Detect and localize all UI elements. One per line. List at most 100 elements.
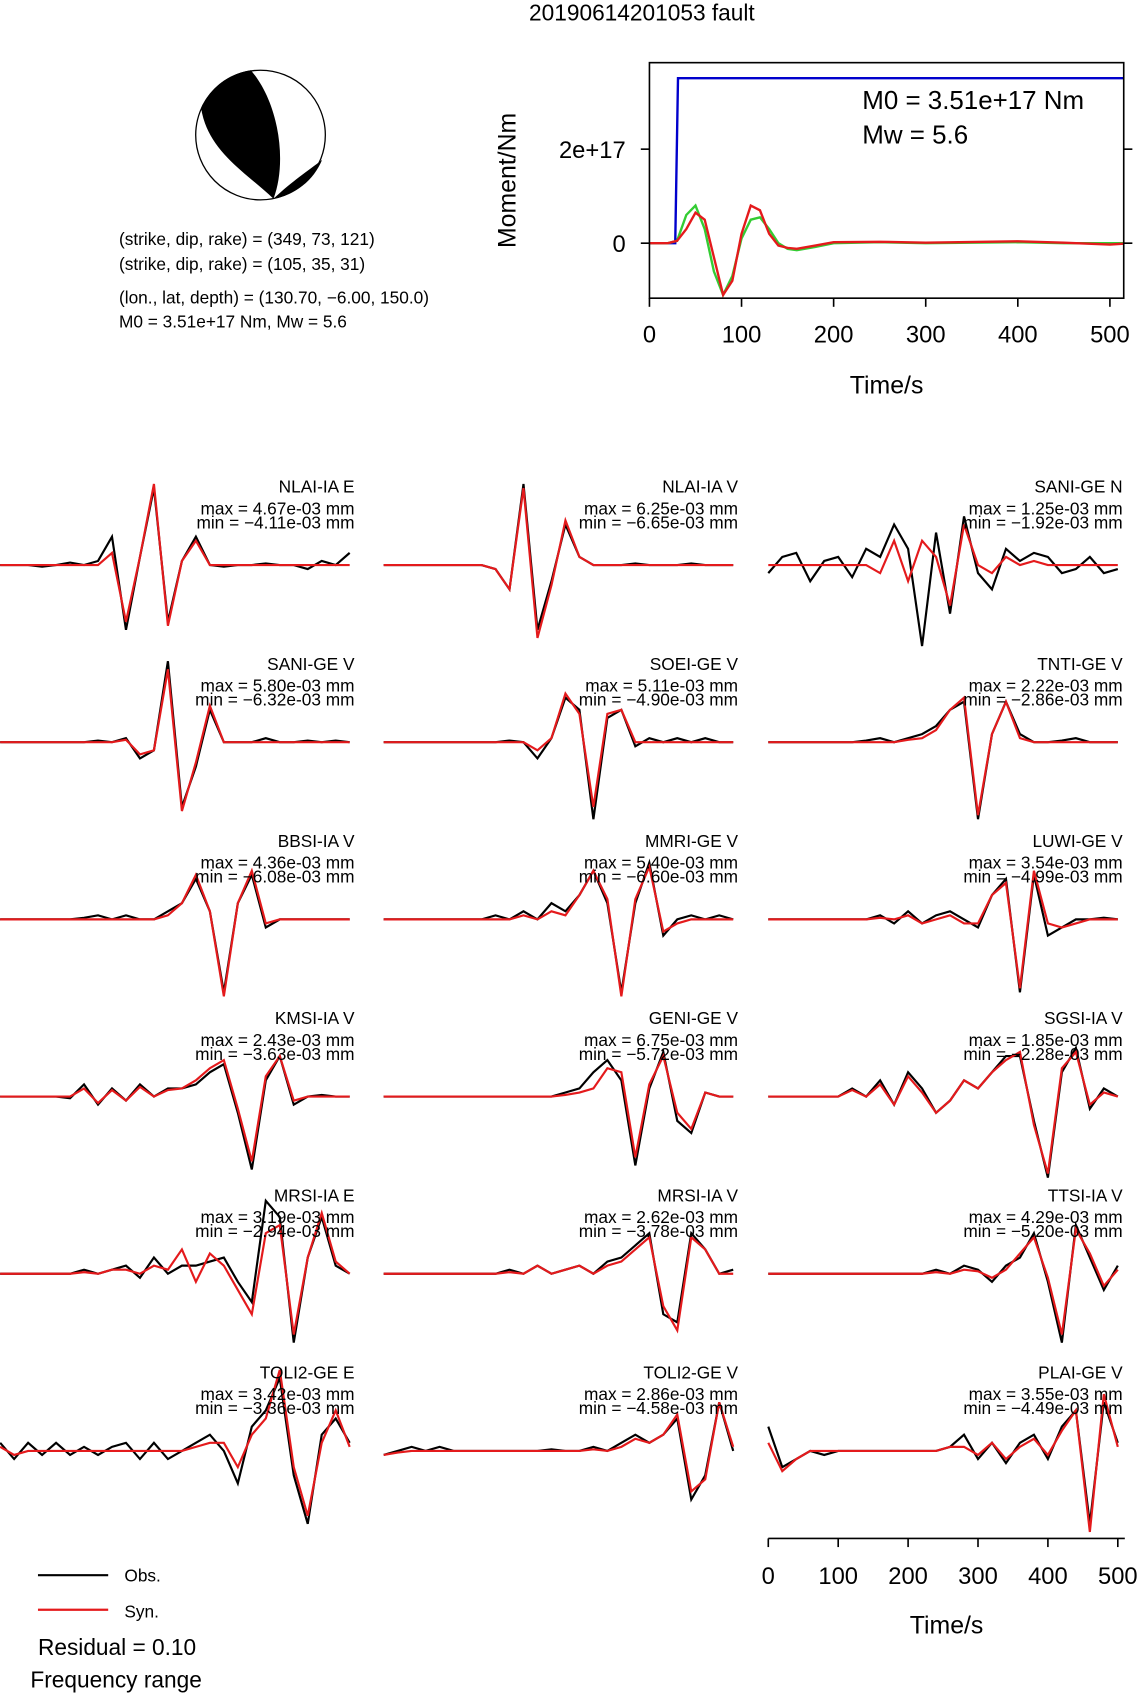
frequency-range: Frequency range — [30, 1667, 201, 1693]
station-label: MMRI-GE V — [645, 831, 739, 851]
min-label: min = −5.20e-03 mm — [963, 1221, 1122, 1241]
x-tick-label: 200 — [814, 321, 854, 348]
obs-trace — [767, 516, 1119, 647]
obs-trace — [383, 1048, 734, 1166]
x-tick-label: 300 — [958, 1563, 998, 1590]
x-tick-label: 300 — [906, 321, 946, 348]
obs-trace — [768, 1221, 1119, 1343]
min-label: min = −2.86e-03 mm — [963, 689, 1122, 709]
syn-trace — [768, 1049, 1119, 1174]
syn-trace — [0, 669, 350, 812]
min-label: min = −4.49e-03 mm — [963, 1398, 1122, 1418]
obs-trace — [768, 1045, 1119, 1178]
x-tick-label: 400 — [998, 321, 1038, 348]
station-label: PLAI-GE V — [1038, 1363, 1123, 1383]
max-label: max = 4.36e-03 mm — [200, 853, 354, 873]
station-label: SANI-GE V — [267, 654, 355, 674]
x-tick-label: 500 — [1090, 321, 1130, 348]
syn-trace — [383, 863, 734, 997]
syn-trace — [383, 487, 734, 639]
x-tick-label: 500 — [1098, 1563, 1138, 1590]
min-label: min = −4.58e-03 mm — [579, 1398, 738, 1418]
x-tick-label: 100 — [722, 321, 762, 348]
x-axis-label: Time/s — [850, 372, 924, 399]
x-tick-label: 0 — [762, 1563, 775, 1590]
min-label: min = −6.32e-03 mm — [195, 689, 354, 709]
x-tick-label: 0 — [643, 321, 656, 348]
station-label: SGSI-IA V — [1044, 1008, 1123, 1028]
station-label: TTSI-IA V — [1048, 1185, 1123, 1205]
max-label: max = 2.62e-03 mm — [584, 1207, 738, 1227]
focal-text: (lon., lat, depth) = (130.70, −6.00, 150… — [119, 288, 429, 308]
syn-trace — [383, 1401, 735, 1494]
min-label: min = −6.65e-03 mm — [579, 512, 738, 532]
min-label: min = −6.60e-03 mm — [579, 867, 738, 887]
obs-trace — [767, 1401, 1119, 1524]
obs-trace — [768, 874, 1118, 993]
figure-title: 20190614201053 fault — [529, 0, 755, 26]
x-tick-label: 400 — [1028, 1563, 1068, 1590]
syn-trace — [0, 1053, 350, 1162]
min-label: min = −4.90e-03 mm — [579, 689, 738, 709]
max-label: max = 6.75e-03 mm — [584, 1030, 738, 1050]
max-label: max = 2.43e-03 mm — [200, 1030, 354, 1050]
syn-trace — [383, 1235, 734, 1334]
syn-trace — [0, 1369, 351, 1517]
min-label: min = −6.08e-03 mm — [195, 867, 354, 887]
min-label: min = −2.94e-03 mm — [195, 1221, 354, 1241]
station-label: LUWI-GE V — [1032, 831, 1123, 851]
station-label: TOLI2-GE V — [643, 1363, 738, 1383]
station-label: SOEI-GE V — [650, 654, 739, 674]
annotation: Mw = 5.6 — [862, 122, 968, 150]
y-axis-label: Moment/Nm — [494, 113, 521, 248]
moment-line — [649, 203, 1124, 298]
max-label: max = 5.11e-03 mm — [585, 675, 738, 695]
min-label: min = −4.99e-03 mm — [963, 867, 1122, 887]
max-label: max = 4.29e-03 mm — [969, 1207, 1123, 1227]
max-label: max = 2.22e-03 mm — [969, 675, 1123, 695]
syn-trace — [0, 1209, 351, 1335]
max-label: max = 5.80e-03 mm — [200, 675, 354, 695]
station-label: MRSI-IA V — [657, 1185, 738, 1205]
max-label: max = 5.40e-03 mm — [584, 853, 738, 873]
min-label: min = −1.92e-03 mm — [963, 512, 1122, 532]
station-label: TOLI2-GE E — [260, 1363, 355, 1383]
max-label: max = 3.55e-03 mm — [969, 1384, 1123, 1404]
max-label: max = 6.25e-03 mm — [584, 498, 738, 518]
obs-trace — [0, 1374, 351, 1525]
focal-text: (strike, dip, rake) = (105, 35, 31) — [119, 254, 365, 274]
syn-trace — [768, 524, 1118, 606]
max-label: max = 4.67e-03 mm — [200, 498, 354, 518]
syn-trace — [383, 1052, 734, 1158]
max-label: max = 1.85e-03 mm — [969, 1030, 1123, 1050]
max-label: max = 1.25e-03 mm — [969, 498, 1123, 518]
station-label: GENI-GE V — [649, 1008, 739, 1028]
min-label: min = −2.28e-03 mm — [963, 1044, 1122, 1064]
syn-trace — [767, 1393, 1119, 1533]
syn-trace — [768, 870, 1118, 989]
station-label: TNTI-GE V — [1037, 654, 1123, 674]
min-label: min = −3.63e-03 mm — [195, 1044, 354, 1064]
syn-trace — [0, 483, 350, 627]
syn-trace — [0, 867, 350, 997]
max-label: max = 3.42e-03 mm — [200, 1384, 354, 1404]
station-label: KMSI-IA V — [275, 1008, 355, 1028]
beachball — [195, 69, 326, 201]
x-tick-label: 100 — [818, 1563, 858, 1590]
station-label: SANI-GE N — [1034, 477, 1122, 497]
syn-trace — [768, 695, 1118, 816]
min-label: min = −3.78e-03 mm — [579, 1221, 738, 1241]
max-label: max = 3.54e-03 mm — [969, 853, 1123, 873]
residual: Residual = 0.10 — [38, 1634, 196, 1660]
focal-text: (strike, dip, rake) = (349, 73, 121) — [119, 229, 375, 249]
max-label: max = 2.86e-03 mm — [584, 1384, 738, 1404]
station-label: NLAI-IA E — [279, 477, 355, 497]
plot-frame — [648, 61, 1125, 299]
y-tick-label: 0 — [612, 231, 625, 258]
min-label: min = −5.72e-03 mm — [579, 1044, 738, 1064]
legend-label: Syn. — [124, 1601, 159, 1621]
focal-text: M0 = 3.51e+17 Nm, Mw = 5.6 — [119, 311, 347, 331]
min-label: min = −3.36e-03 mm — [195, 1398, 354, 1418]
